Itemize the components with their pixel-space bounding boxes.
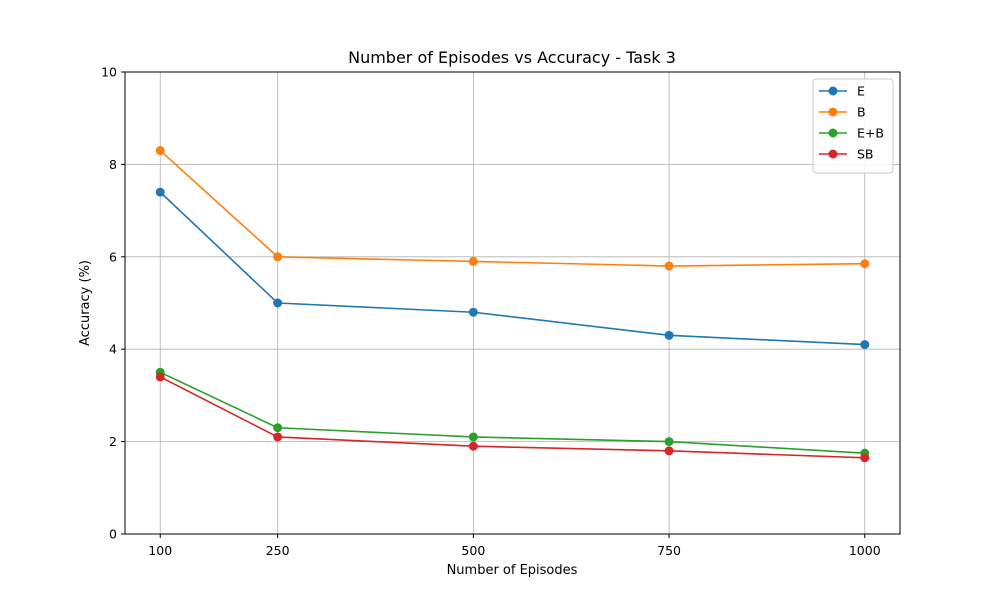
data-point-e-b bbox=[664, 437, 674, 447]
data-point-e-b bbox=[273, 423, 283, 433]
data-point-sb bbox=[155, 372, 165, 382]
data-point-sb bbox=[664, 446, 674, 456]
legend-marker-sb bbox=[828, 149, 838, 159]
y-tick-label: 0 bbox=[109, 527, 117, 542]
data-point-sb bbox=[273, 432, 283, 442]
y-tick-label: 2 bbox=[109, 434, 117, 449]
series-layer bbox=[155, 146, 870, 463]
x-tick-label: 1000 bbox=[849, 543, 881, 558]
legend-label-b: B bbox=[857, 105, 866, 120]
data-point-sb bbox=[468, 441, 478, 451]
data-point-b bbox=[860, 259, 870, 269]
x-tick-label: 250 bbox=[266, 543, 290, 558]
legend: EB E+B SB bbox=[812, 78, 894, 174]
chart-title: Number of Episodes vs Accuracy - Task 3 bbox=[348, 48, 676, 67]
y-tick-label: 8 bbox=[109, 157, 117, 172]
x-tick-label: 500 bbox=[461, 543, 485, 558]
data-point-e bbox=[155, 187, 165, 197]
data-point-e-b bbox=[468, 432, 478, 442]
data-point-b bbox=[468, 256, 478, 266]
legend-marker-e-b bbox=[828, 128, 838, 138]
data-point-e bbox=[664, 330, 674, 340]
data-point-b bbox=[155, 146, 165, 156]
data-point-b bbox=[664, 261, 674, 271]
legend-marker-b bbox=[828, 107, 838, 117]
x-tick-label: 750 bbox=[657, 543, 681, 558]
y-tick-label: 6 bbox=[109, 249, 117, 264]
data-point-e bbox=[860, 340, 870, 350]
data-point-b bbox=[273, 252, 283, 262]
x-axis-label: Number of Episodes bbox=[447, 563, 578, 578]
plot-frame bbox=[124, 71, 901, 535]
data-point-e bbox=[468, 307, 478, 317]
data-point-sb bbox=[860, 453, 870, 463]
axes: 100 250 500 750 1000 0 2 4 6 8 10 bbox=[101, 65, 881, 559]
legend-label-e: E bbox=[857, 84, 865, 99]
legend-label-e-b: E+B bbox=[857, 126, 884, 141]
x-tick-label: 100 bbox=[148, 543, 172, 558]
data-point-e bbox=[273, 298, 283, 308]
y-axis-label: Accuracy (%) bbox=[78, 260, 93, 346]
legend-label-sb: SB bbox=[857, 147, 874, 162]
y-tick-label: 4 bbox=[109, 342, 117, 357]
y-tick-label: 10 bbox=[101, 65, 117, 80]
legend-marker-e bbox=[828, 86, 838, 96]
